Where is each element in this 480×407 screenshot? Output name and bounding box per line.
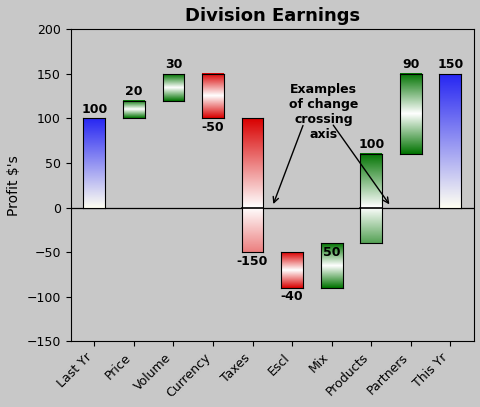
Text: -150: -150 [236, 255, 268, 268]
Text: 100: 100 [357, 138, 384, 151]
Text: -40: -40 [280, 291, 303, 304]
Title: Division Earnings: Division Earnings [184, 7, 359, 25]
Text: 100: 100 [81, 103, 107, 116]
Text: 150: 150 [436, 58, 463, 71]
Y-axis label: Profit $'s: Profit $'s [7, 155, 21, 216]
Text: 90: 90 [401, 58, 419, 71]
Text: Examples
of change
crossing
axis: Examples of change crossing axis [288, 83, 358, 141]
Text: 50: 50 [322, 246, 340, 259]
Text: -50: -50 [201, 121, 224, 134]
Text: 20: 20 [125, 85, 143, 98]
Text: 30: 30 [165, 58, 182, 71]
